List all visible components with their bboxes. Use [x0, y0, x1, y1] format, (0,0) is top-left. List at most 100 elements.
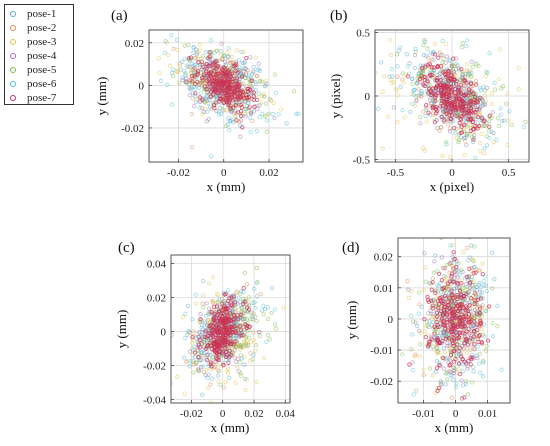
scatter-point [238, 102, 243, 108]
scatter-point [443, 84, 448, 89]
scatter-point [261, 355, 267, 361]
scatter-point [246, 95, 252, 100]
scatter-point [452, 105, 457, 110]
scatter-point [174, 37, 179, 42]
scatter-point [463, 135, 468, 140]
scatter-point [407, 362, 412, 367]
scatter-point [438, 341, 443, 346]
scatter-point [203, 346, 209, 351]
scatter-point [227, 97, 232, 103]
scatter-point [444, 54, 450, 59]
legend-item-pose-4: pose-4 [5, 50, 75, 64]
scatter-point [251, 338, 257, 343]
x-tick-label: -0.02 [180, 408, 203, 420]
scatter-point [165, 40, 170, 45]
y-tick-label: -0.02 [370, 376, 393, 388]
scatter-point [451, 279, 456, 285]
scatter-point [473, 100, 478, 105]
scatter-point [223, 72, 228, 77]
scatter-point [250, 118, 255, 123]
scatter-point [253, 348, 258, 353]
y-tick-label: 0.04 [147, 259, 167, 271]
scatter-point [471, 369, 476, 374]
scatter-point [456, 93, 461, 98]
scatter-point [204, 313, 209, 318]
scatter-point [430, 311, 435, 317]
scatter-point [186, 64, 191, 70]
scatter-point [459, 312, 464, 317]
scatter-point [196, 355, 201, 360]
scatter-point [492, 277, 497, 282]
y-axis-label: y (pixel) [328, 74, 343, 118]
scatter-point [237, 82, 242, 88]
scatter-point [465, 392, 471, 397]
scatter-point [219, 330, 225, 336]
scatter-point [208, 154, 214, 159]
scatter-point [438, 308, 444, 314]
scatter-point [190, 352, 195, 358]
scatter-point [219, 41, 224, 46]
scatter-point [217, 99, 222, 104]
scatter-point [263, 83, 268, 88]
legend-item-pose-3: pose-3 [5, 36, 75, 50]
scatter-point [241, 301, 246, 307]
scatter-point [429, 73, 435, 78]
scatter-point [413, 46, 418, 52]
scatter-point [451, 56, 456, 61]
scatter-point [459, 378, 464, 383]
scatter-point [449, 329, 455, 334]
scatter-point [499, 367, 504, 372]
scatter-point [479, 131, 484, 137]
scatter-point [254, 294, 260, 299]
scatter-point [222, 90, 227, 95]
y-tick-label: 0.02 [374, 252, 393, 264]
scatter-point [242, 362, 247, 367]
scatter-point [233, 380, 238, 386]
scatter-point [248, 129, 253, 135]
scatter-point [187, 349, 193, 354]
scatter-point [198, 311, 203, 317]
scatter-point [201, 72, 207, 78]
scatter-point [433, 369, 439, 374]
scatter-point [418, 330, 423, 336]
scatter-point [196, 60, 201, 65]
scatter-point [417, 328, 422, 333]
legend-marker-icon [10, 95, 16, 101]
scatter-point [437, 362, 442, 368]
scatter-point [437, 128, 442, 133]
scatter-point [463, 107, 468, 112]
scatter-point [205, 109, 210, 115]
scatter-point [440, 38, 445, 44]
scatter-point [464, 62, 470, 67]
scatter-point [490, 286, 495, 291]
plot-frame [397, 237, 511, 404]
scatter-point [454, 67, 459, 72]
scatter-point [469, 274, 474, 280]
scatter-point [464, 379, 469, 384]
scatter-point [402, 115, 407, 120]
scatter-point [447, 57, 452, 63]
scatter-point [205, 357, 210, 363]
scatter-point [238, 333, 243, 338]
x-axis-label: x (mm) [435, 420, 474, 435]
scatter-point [468, 108, 474, 114]
scatter-point [253, 55, 258, 60]
scatter-point [462, 79, 467, 84]
scatter-point [250, 314, 255, 319]
scatter-point [456, 137, 461, 143]
scatter-point [245, 343, 250, 349]
scatter-point [233, 68, 238, 73]
scatter-point [459, 267, 464, 273]
scatter-point [421, 372, 426, 378]
scatter-point [482, 93, 487, 98]
scatter-point [475, 114, 481, 120]
scatter-point [196, 342, 201, 347]
scatter-point [230, 92, 235, 97]
scatter-point [239, 105, 245, 110]
scatter-point [271, 100, 276, 105]
scatter-point [216, 363, 221, 368]
scatter-point [407, 61, 412, 66]
scatter-point [215, 64, 220, 69]
scatter-point [244, 95, 249, 100]
scatter-point [466, 71, 472, 76]
